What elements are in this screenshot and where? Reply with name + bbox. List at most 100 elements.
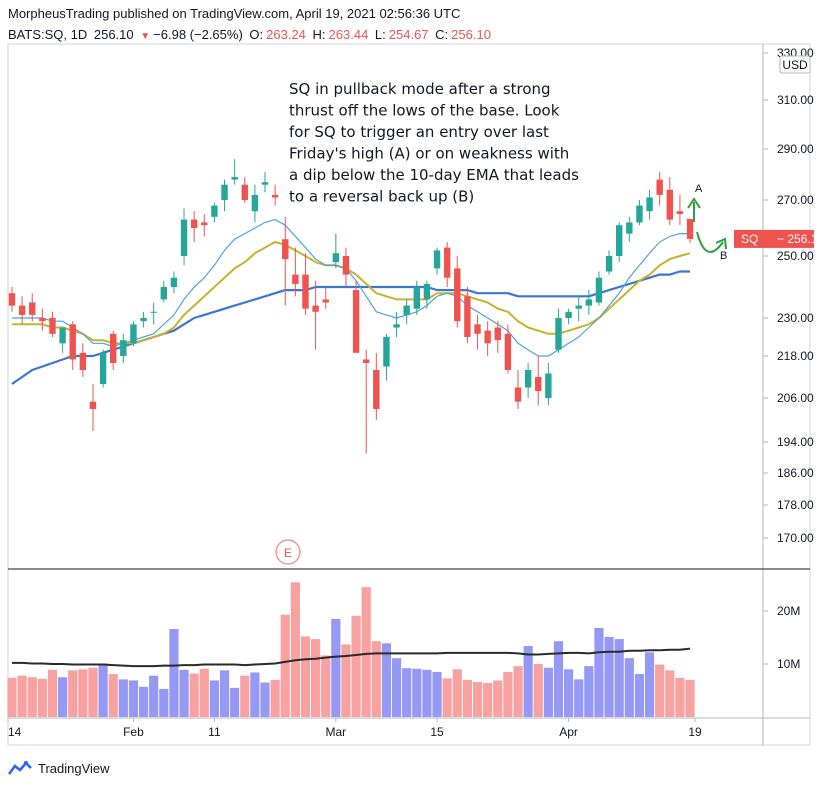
candle-body: [211, 205, 218, 217]
candle-body: [332, 253, 340, 263]
candle-body: [29, 302, 36, 315]
candle-body: [373, 370, 380, 409]
volume-bar: [644, 652, 655, 717]
time-tick-label: 11: [208, 725, 221, 739]
volume-bar: [341, 644, 351, 717]
down-triangle-icon: ▼: [140, 31, 151, 42]
candle-body: [271, 194, 279, 198]
volume-bar: [412, 668, 422, 717]
open-value: 263.24: [266, 27, 306, 42]
volume-bar: [300, 636, 311, 717]
candle-body: [535, 377, 542, 391]
low-value: 254.67: [388, 27, 429, 42]
candle-body: [524, 370, 532, 388]
volume-bar: [27, 677, 37, 717]
volume-bar: [391, 658, 402, 717]
volume-bar: [422, 669, 432, 717]
volume-bar: [513, 666, 523, 717]
currency-label: USD: [782, 58, 808, 72]
volume-bar: [331, 618, 341, 717]
earnings-circle-icon: [275, 539, 301, 565]
candle-body: [423, 283, 431, 300]
annotation-line: to a reversal back up (B): [289, 188, 474, 206]
candle-body: [190, 219, 198, 228]
volume-bars: [7, 582, 695, 717]
candle-body: [676, 211, 684, 214]
candle-body: [292, 274, 299, 284]
symbol-info-line: BATS:SQ, 1D 256.10 ▼ −6.98 (−2.65%) O: 263…: [8, 27, 494, 42]
symbol-label[interactable]: BATS:SQ, 1D: [8, 27, 88, 42]
candle-body: [282, 239, 289, 260]
candle-body: [626, 222, 633, 234]
candle-body: [322, 299, 329, 303]
volume-bar: [179, 669, 189, 717]
high-value: 263.44: [328, 27, 369, 42]
volume-bar: [58, 677, 68, 717]
volume-bar: [665, 670, 675, 717]
volume-bar: [452, 669, 462, 717]
volume-bar: [138, 686, 149, 717]
candle-body: [352, 290, 360, 353]
volume-bar: [483, 683, 493, 717]
candle-body: [413, 287, 420, 309]
candle-body: [616, 225, 623, 256]
annotation-text: SQ in pullback mode after a strong thrust…: [289, 80, 579, 206]
candle-body: [120, 340, 127, 356]
candle-body: [39, 318, 46, 322]
candle-body: [504, 333, 512, 370]
earnings-marker[interactable]: E: [275, 539, 301, 565]
candle-body: [221, 184, 228, 200]
candle-body: [656, 179, 663, 195]
volume-bar: [270, 679, 280, 717]
candle-body: [454, 268, 461, 322]
volume-bar: [351, 615, 361, 717]
volume-bar: [219, 670, 230, 717]
price-tick-label: 206.00: [777, 391, 814, 405]
candle-body: [666, 189, 673, 220]
volume-bar: [371, 641, 381, 717]
candle-body: [464, 296, 471, 337]
price-axis[interactable]: 330.00310.00290.00270.00250.00230.00218.…: [763, 46, 814, 545]
annotation-arrows: A B: [687, 183, 727, 262]
volume-bar: [290, 582, 300, 717]
volume-bar: [503, 671, 513, 717]
candle-body: [170, 277, 178, 287]
volume-bar: [624, 658, 634, 717]
up-arrow-icon: [687, 197, 701, 209]
tradingview-footer[interactable]: TradingView: [8, 760, 110, 776]
close-label: C:: [435, 27, 449, 42]
volume-tick-label: 20M: [777, 604, 800, 618]
volume-bar: [240, 675, 250, 717]
volume-bar: [533, 664, 543, 717]
price-tick-label: 178.00: [777, 498, 814, 512]
candle-body: [231, 177, 238, 180]
price-tick-label: 290.00: [777, 142, 814, 156]
candle-body: [443, 247, 451, 278]
candle-body: [261, 182, 269, 185]
volume-bar: [199, 668, 209, 717]
volume-bar: [189, 673, 199, 717]
time-tick-label: 19: [688, 725, 702, 739]
price-tick-label: 270.00: [777, 193, 814, 207]
candle-body: [383, 337, 390, 367]
volume-bar: [675, 677, 685, 717]
chart-frame: [7, 43, 811, 746]
price-tick-label: 218.00: [777, 349, 814, 363]
price-tick-label: 170.00: [777, 531, 814, 545]
time-tick-label: Mar: [326, 725, 347, 739]
candle-body: [545, 373, 552, 398]
time-axis[interactable]: 14 Feb 11 Mar 15 Apr 19: [7, 718, 702, 739]
price-tag-value: − 256.10: [777, 232, 824, 246]
volume-bar: [685, 679, 695, 717]
volume-axis: 20M 10M: [763, 604, 800, 671]
price-tick-label: 230.00: [777, 311, 814, 325]
volume-bar: [280, 614, 290, 717]
candle-body: [393, 324, 400, 328]
time-tick-label: Apr: [559, 725, 578, 739]
candle-body: [636, 205, 643, 223]
currency-badge[interactable]: [779, 55, 811, 74]
candle-body: [403, 305, 410, 315]
high-label: H:: [312, 27, 326, 42]
price-tick-label: 310.00: [777, 93, 814, 107]
